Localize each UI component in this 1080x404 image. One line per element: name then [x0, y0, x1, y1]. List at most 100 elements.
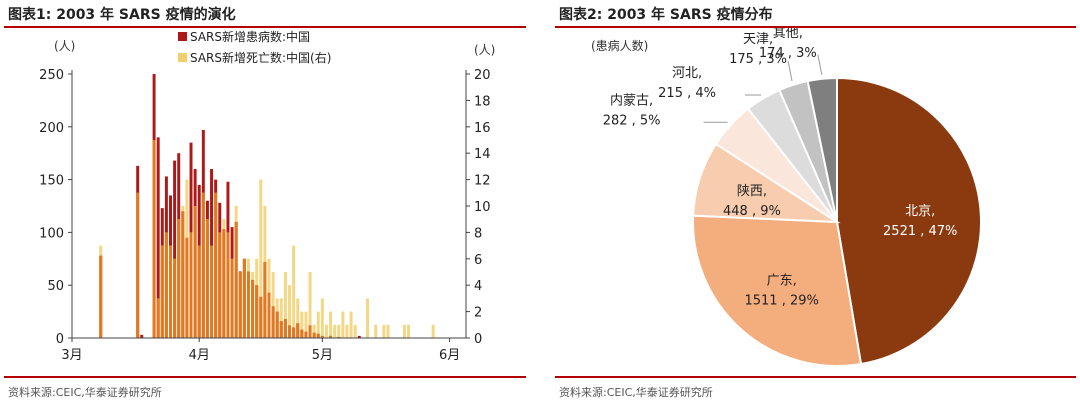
bar-overlap [259, 296, 263, 338]
bar-new-deaths [341, 311, 345, 338]
bar-new-deaths [349, 311, 353, 338]
y-right-tick-label: 14 [474, 147, 491, 162]
bar-overlap [173, 258, 177, 338]
bar-overlap [238, 272, 242, 338]
y-left-tick-label: 0 [56, 332, 64, 347]
bar-new-deaths [292, 245, 296, 338]
x-tick-label: 6月 [439, 348, 460, 363]
bar-new-deaths [407, 324, 411, 338]
bar-overlap [283, 318, 287, 338]
pie-label-3: 内蒙古, 282 , 5% [603, 92, 661, 128]
y-right-tick-label: 2 [474, 306, 482, 321]
y-right-tick-label: 20 [474, 68, 491, 83]
pie-label-value: 282 , 5% [603, 113, 661, 128]
legend-label: SARS新增死亡数:中国(右) [190, 50, 331, 65]
chart-panel-epidemic-evolution: 图表1: 2003 年 SARS 疫情的演化 (人) (人) 0 50 100 150 20… [0, 0, 530, 404]
y-right-tick-label: 6 [474, 253, 482, 268]
bar-overlap [160, 245, 164, 338]
bar-overlap [267, 292, 271, 338]
pie-label-name: 广东, [767, 274, 797, 289]
bar-new-cases [156, 137, 160, 338]
pie-slice-0 [836, 76, 982, 366]
bar-new-deaths [366, 298, 369, 338]
bar-new-deaths [382, 324, 386, 338]
pie-label-6: 其他, 174 , 3% [759, 28, 817, 61]
bar-new-deaths [296, 298, 300, 338]
bar-new-deaths [304, 311, 308, 338]
x-tick-label: 5月 [312, 348, 333, 363]
source-divider [4, 376, 526, 378]
bar-new-deaths [316, 311, 320, 338]
bar-overlap [275, 311, 279, 338]
bar-overlap [304, 331, 308, 338]
bar-overlap [226, 232, 230, 338]
bar-overlap [292, 327, 296, 338]
pie-label-0: 北京, 2521 , 47% [883, 204, 957, 239]
bar-new-deaths [312, 324, 316, 338]
bar-overlap [222, 229, 226, 338]
y-axis-right-unit: (人) [474, 43, 495, 57]
pie-label-value: 1511 , 29% [744, 294, 818, 309]
bar-overlap [218, 232, 222, 338]
legend-label: SARS新增患病数:中国 [190, 29, 310, 44]
title-divider [4, 26, 526, 28]
bar-new-deaths [333, 324, 337, 338]
bar-overlap [242, 258, 246, 338]
legend-swatch [178, 32, 187, 41]
bar-overlap [279, 321, 283, 338]
x-tick-label: 4月 [189, 348, 210, 363]
bar-overlap [169, 245, 172, 338]
pie-label-value: 215 , 4% [658, 86, 716, 101]
bar-overlap [193, 206, 197, 338]
bar-overlap [308, 325, 312, 338]
bar-overlap [185, 237, 189, 338]
bar-overlap [255, 285, 259, 338]
bar-new-deaths [329, 311, 333, 338]
bar-overlap [320, 335, 324, 338]
bar-new-deaths [308, 272, 312, 338]
bar-new-deaths [386, 324, 390, 338]
bar-overlap [300, 329, 304, 338]
bar-overlap [234, 221, 238, 338]
bar-overlap [263, 261, 267, 338]
bar-new-cases [173, 160, 177, 338]
pie-chart-sars-distribution: (患病人数) 北京, 2521 , 47% 广东, 1511 , 29% 陕西, 448 ,… [591, 28, 982, 367]
title-divider [555, 26, 1076, 28]
y-left-tick-label: 200 [39, 121, 64, 136]
bar-overlap [164, 232, 168, 338]
bar-new-deaths [288, 285, 291, 338]
bar-new-deaths [324, 324, 328, 338]
bar-overlap [247, 271, 250, 338]
bar-overlap [181, 211, 185, 338]
bar-new-deaths [259, 179, 263, 338]
y-right-tick-label: 12 [474, 174, 491, 189]
chart-panel-epidemic-distribution: 图表2: 2003 年 SARS 疫情分布 (患病人数) 北京, 2521 , 47… [551, 0, 1080, 404]
pie-label-2: 陕西, 448 , 9% [723, 184, 781, 219]
legend-swatch [178, 53, 187, 62]
bar-overlap [210, 245, 214, 338]
bar-overlap [296, 323, 300, 338]
bar-overlap [189, 232, 193, 338]
chart-title: 图表2: 2003 年 SARS 疫情分布 [559, 7, 773, 23]
pie-label-name: 内蒙古, [610, 92, 653, 108]
bar-overlap [312, 332, 316, 338]
bar-overlap [156, 298, 160, 338]
pie-label-1: 广东, 1511 , 29% [744, 274, 818, 309]
bar-overlap [152, 140, 156, 338]
pie-label-value: 175 , 3% [729, 52, 787, 67]
pie-leader-line [787, 60, 793, 82]
y-left-tick-label: 150 [39, 174, 64, 189]
pie-label-name: 其他, [773, 28, 803, 41]
bar-new-deaths [345, 324, 349, 338]
y-right-tick-label: 0 [474, 332, 482, 347]
bar-overlap [230, 258, 234, 338]
pie-label-value: 174 , 3% [759, 46, 817, 61]
bar-overlap [251, 279, 255, 338]
x-tick-label: 3月 [61, 348, 82, 363]
pie-slice-1 [692, 214, 863, 367]
pie-label-name: 天津, [743, 32, 773, 47]
source-divider [555, 376, 1076, 378]
bar-overlap [337, 336, 341, 338]
chart-title: 图表1: 2003 年 SARS 疫情的演化 [8, 7, 236, 23]
pie-label-value: 448 , 9% [723, 204, 781, 219]
